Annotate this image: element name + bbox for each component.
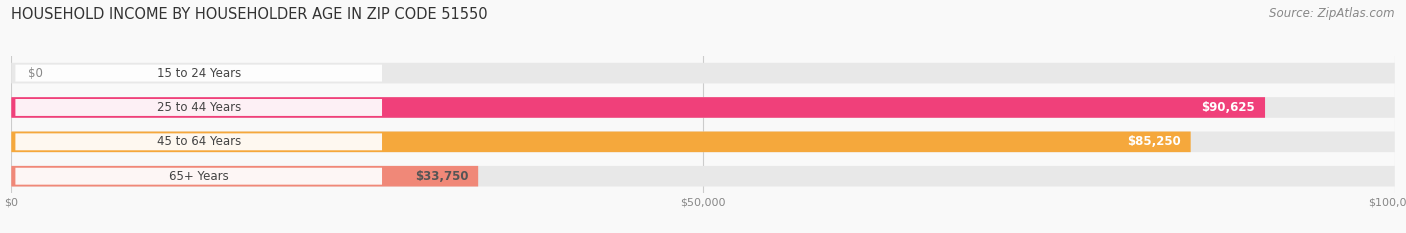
Text: Source: ZipAtlas.com: Source: ZipAtlas.com — [1270, 7, 1395, 20]
Text: HOUSEHOLD INCOME BY HOUSEHOLDER AGE IN ZIP CODE 51550: HOUSEHOLD INCOME BY HOUSEHOLDER AGE IN Z… — [11, 7, 488, 22]
Text: $0: $0 — [28, 67, 42, 80]
Text: $85,250: $85,250 — [1128, 135, 1181, 148]
FancyBboxPatch shape — [11, 131, 1191, 152]
Text: $33,750: $33,750 — [415, 170, 468, 183]
Text: 15 to 24 Years: 15 to 24 Years — [156, 67, 240, 80]
FancyBboxPatch shape — [11, 166, 1395, 186]
FancyBboxPatch shape — [15, 133, 382, 150]
Text: 65+ Years: 65+ Years — [169, 170, 229, 183]
FancyBboxPatch shape — [11, 97, 1395, 118]
FancyBboxPatch shape — [15, 65, 382, 82]
FancyBboxPatch shape — [11, 166, 478, 186]
Text: 45 to 64 Years: 45 to 64 Years — [156, 135, 240, 148]
FancyBboxPatch shape — [15, 99, 382, 116]
Text: $90,625: $90,625 — [1202, 101, 1256, 114]
FancyBboxPatch shape — [15, 168, 382, 185]
FancyBboxPatch shape — [11, 97, 1265, 118]
Text: 25 to 44 Years: 25 to 44 Years — [156, 101, 240, 114]
FancyBboxPatch shape — [11, 131, 1395, 152]
FancyBboxPatch shape — [11, 63, 1395, 83]
